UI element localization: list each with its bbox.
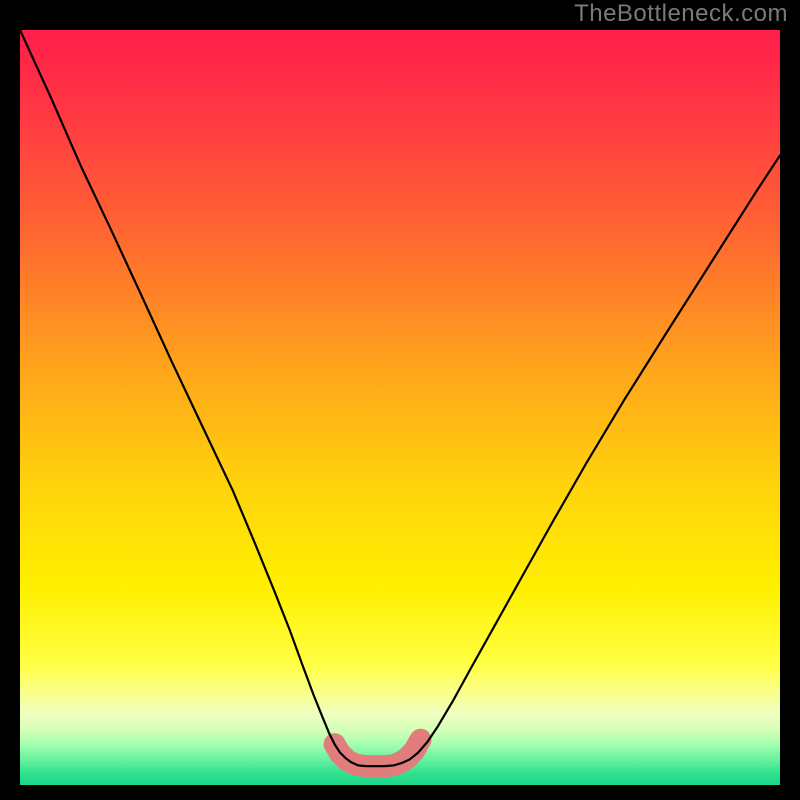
- bottleneck-chart: [20, 30, 780, 785]
- watermark-text: TheBottleneck.com: [574, 0, 788, 28]
- v-curve: [20, 30, 780, 766]
- curve-layer: [20, 30, 780, 785]
